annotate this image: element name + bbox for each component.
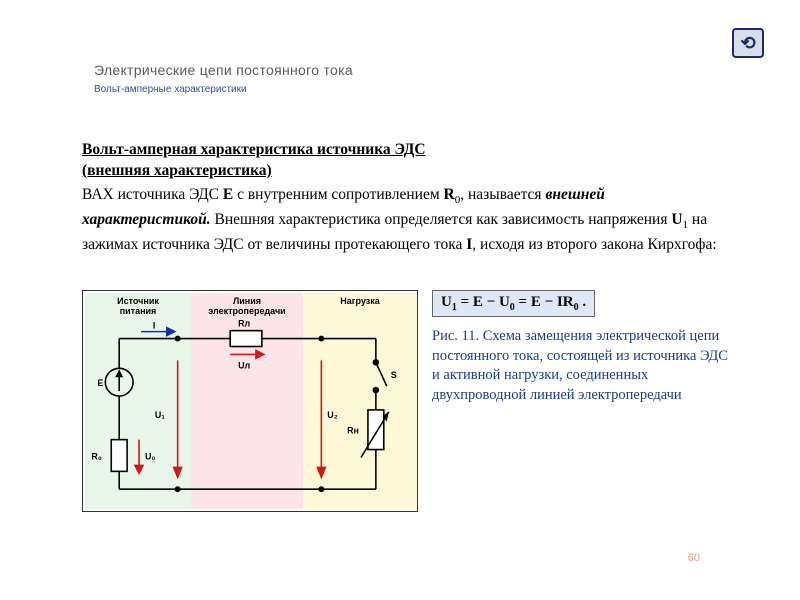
body-text: Вольт-амперная характеристика источника … <box>82 140 722 256</box>
circuit-svg: I Rл Uл E U₁ R₀ U₀ U₂ Rн S <box>83 291 417 511</box>
section-title-1: Вольт-амперная характеристика источника … <box>82 140 722 161</box>
svg-text:Rн: Rн <box>347 426 359 436</box>
t: . <box>579 294 587 310</box>
svg-text:U₀: U₀ <box>145 451 155 461</box>
t: , называется <box>460 186 545 203</box>
svg-text:Uл: Uл <box>238 360 250 370</box>
header-subtitle: Вольт-амперные характеристики <box>94 84 353 95</box>
t: = E − U <box>457 294 510 310</box>
back-glyph: ⟲ <box>740 33 755 54</box>
figure-row: Источник питания Линия электропередачи Н… <box>82 290 732 512</box>
svg-text:I: I <box>153 321 155 331</box>
t: Внешняя характеристика определяется как … <box>211 211 672 228</box>
t: U <box>671 211 682 228</box>
svg-text:R₀: R₀ <box>91 451 101 461</box>
t: E <box>223 186 233 203</box>
formula-box: U1 = E − U0 = E − IR0 . <box>432 290 595 317</box>
figure-caption: Рис. 11. Схема замещения электрической ц… <box>432 327 732 405</box>
t: = E − IR <box>515 294 574 310</box>
back-icon[interactable]: ⟲ <box>732 28 764 58</box>
svg-text:E: E <box>97 378 103 388</box>
t: R <box>444 186 455 203</box>
section-title-2: (внешняя характеристика) <box>82 161 722 182</box>
svg-text:U₁: U₁ <box>155 410 165 420</box>
svg-text:Rл: Rл <box>238 319 250 329</box>
page-number: 60 <box>688 552 700 564</box>
figure-side: U1 = E − U0 = E − IR0 . Рис. 11. Схема з… <box>418 290 732 512</box>
svg-text:U₂: U₂ <box>327 410 337 420</box>
t: с внутренним сопротивлением <box>233 186 443 203</box>
t: , исходя из второго закона Кирхгофа: <box>472 236 716 253</box>
circuit-diagram: Источник питания Линия электропередачи Н… <box>82 290 418 512</box>
header-title: Электрические цепи постоянного тока <box>94 62 353 78</box>
paragraph: ВАХ источника ЭДС E с внутренним сопроти… <box>82 184 722 257</box>
slide-header: Электрические цепи постоянного тока Воль… <box>94 62 353 95</box>
svg-text:S: S <box>391 370 397 380</box>
t: ВАХ источника ЭДС <box>82 186 223 203</box>
t: U <box>441 294 452 310</box>
